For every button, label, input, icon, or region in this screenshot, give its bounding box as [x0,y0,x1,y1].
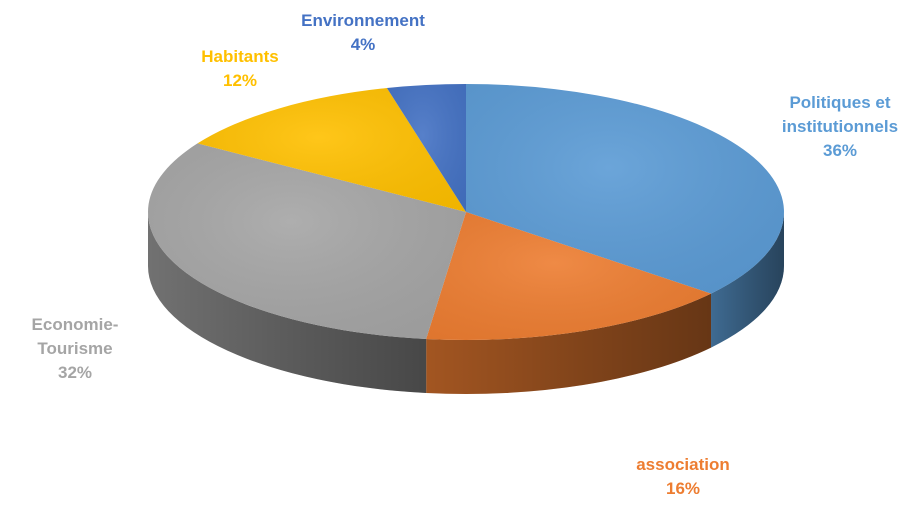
pie-slice-association [426,212,712,341]
pie-slice-economie-tourisme [148,143,466,339]
data-label-politiques-et-institutionnels: Politiques et institutionnels 36% [782,93,898,160]
pie-side-politiques-et-institutionnels [711,212,784,348]
data-label-economie-tourisme: Economie-Tourisme 32% [32,315,119,382]
data-label-association: association 16% [636,455,730,498]
data-label-habitants: Habitants 12% [201,47,278,90]
pie-slice-politiques-et-institutionnels [466,84,784,294]
pie-side-association [426,293,712,395]
pie-slice-environnement [386,84,466,212]
data-label-environnement: Environnement 4% [301,11,425,54]
pie-slice-habitants [197,88,466,212]
pie-side-economie-tourisme [148,212,427,393]
